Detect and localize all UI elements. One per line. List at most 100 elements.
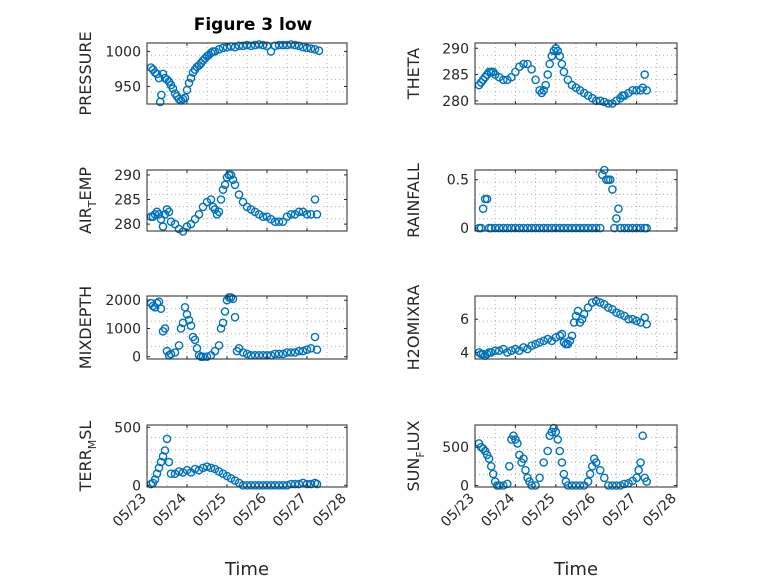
data-point	[166, 349, 176, 359]
data-point	[198, 352, 208, 362]
data-point	[278, 480, 288, 490]
data-point	[543, 223, 553, 233]
x-axis-label: Time	[553, 559, 598, 580]
data-point	[174, 94, 184, 104]
data-point	[228, 294, 238, 304]
axes-border	[474, 169, 678, 232]
data-point	[587, 298, 597, 307]
data-point	[214, 207, 224, 217]
data-point	[210, 346, 220, 356]
subplot-h2omixra: 4 6 H2OMIXRA	[404, 285, 678, 371]
x-tick-label: 05/25	[519, 491, 559, 531]
data-point	[230, 42, 240, 52]
data-point	[502, 348, 512, 357]
series-markers	[474, 165, 652, 233]
data-point	[519, 454, 528, 464]
data-point	[591, 458, 601, 467]
data-point	[150, 302, 160, 312]
data-point	[270, 349, 280, 359]
data-point	[531, 75, 540, 85]
data-point	[600, 97, 609, 107]
data-point	[216, 195, 226, 204]
data-point	[286, 348, 296, 357]
data-point	[218, 185, 228, 194]
data-point	[527, 481, 536, 490]
data-point	[563, 223, 573, 233]
data-point	[507, 72, 516, 82]
data-point	[262, 480, 272, 490]
data-point	[254, 40, 264, 49]
data-point	[608, 185, 617, 194]
data-point	[567, 481, 577, 490]
figure-title: Figure 3 low	[194, 15, 313, 35]
data-point	[294, 346, 304, 356]
data-point	[563, 75, 573, 85]
data-point	[186, 321, 196, 331]
series-markers	[146, 40, 324, 107]
data-point	[511, 67, 520, 77]
data-point	[214, 341, 224, 350]
y-axis-label-main: H2OMIXRA	[404, 285, 423, 371]
data-point	[238, 41, 248, 51]
data-point	[559, 67, 569, 77]
data-point	[614, 204, 623, 213]
y-axis-label-subscript: F	[414, 451, 427, 457]
data-point	[519, 59, 528, 69]
data-point	[553, 435, 563, 444]
series-markers	[146, 170, 322, 236]
data-point	[266, 47, 276, 56]
data-point	[543, 334, 553, 344]
data-point	[612, 308, 621, 317]
data-point	[150, 68, 160, 77]
y-tick-label: 1000	[105, 44, 141, 60]
data-point	[575, 223, 585, 233]
data-point	[502, 223, 512, 233]
data-point	[158, 451, 168, 461]
x-tick-label: 05/26	[230, 490, 270, 530]
data-point	[527, 341, 536, 351]
axes-border	[146, 169, 348, 232]
data-point	[579, 223, 589, 233]
data-point	[640, 70, 650, 79]
data-point	[636, 318, 645, 327]
data-point	[286, 479, 296, 489]
grid	[146, 43, 348, 104]
data-point	[498, 223, 508, 233]
data-point	[595, 465, 605, 475]
data-point	[156, 304, 166, 314]
data-point	[559, 469, 569, 479]
axes-frame	[146, 424, 348, 488]
data-point	[519, 223, 528, 233]
data-point	[176, 324, 186, 333]
data-point	[486, 461, 496, 471]
data-point	[565, 336, 575, 346]
data-point	[290, 40, 300, 50]
data-point	[484, 454, 494, 464]
data-point	[612, 481, 621, 490]
data-point	[238, 348, 248, 357]
data-point	[557, 329, 567, 339]
data-point	[563, 481, 573, 490]
data-point	[628, 86, 637, 95]
data-point	[494, 346, 504, 356]
data-point	[539, 458, 549, 467]
data-point	[577, 314, 587, 324]
data-point	[166, 469, 176, 479]
data-point	[150, 475, 160, 484]
data-point	[490, 223, 500, 233]
y-tick-label: 0	[460, 478, 469, 494]
data-point	[636, 458, 645, 467]
data-point	[310, 332, 320, 342]
y-axis-label: TERRMSL	[76, 421, 99, 493]
data-point	[184, 78, 194, 88]
data-point	[174, 341, 184, 350]
y-axis-label-main: THETA	[404, 48, 423, 100]
data-point	[507, 346, 516, 356]
data-point	[216, 324, 226, 333]
x-tick-label: 05/25	[190, 491, 230, 531]
data-point	[478, 444, 488, 454]
series-markers	[146, 434, 322, 490]
data-point	[604, 481, 613, 490]
data-point	[642, 86, 652, 95]
data-point	[162, 75, 172, 84]
